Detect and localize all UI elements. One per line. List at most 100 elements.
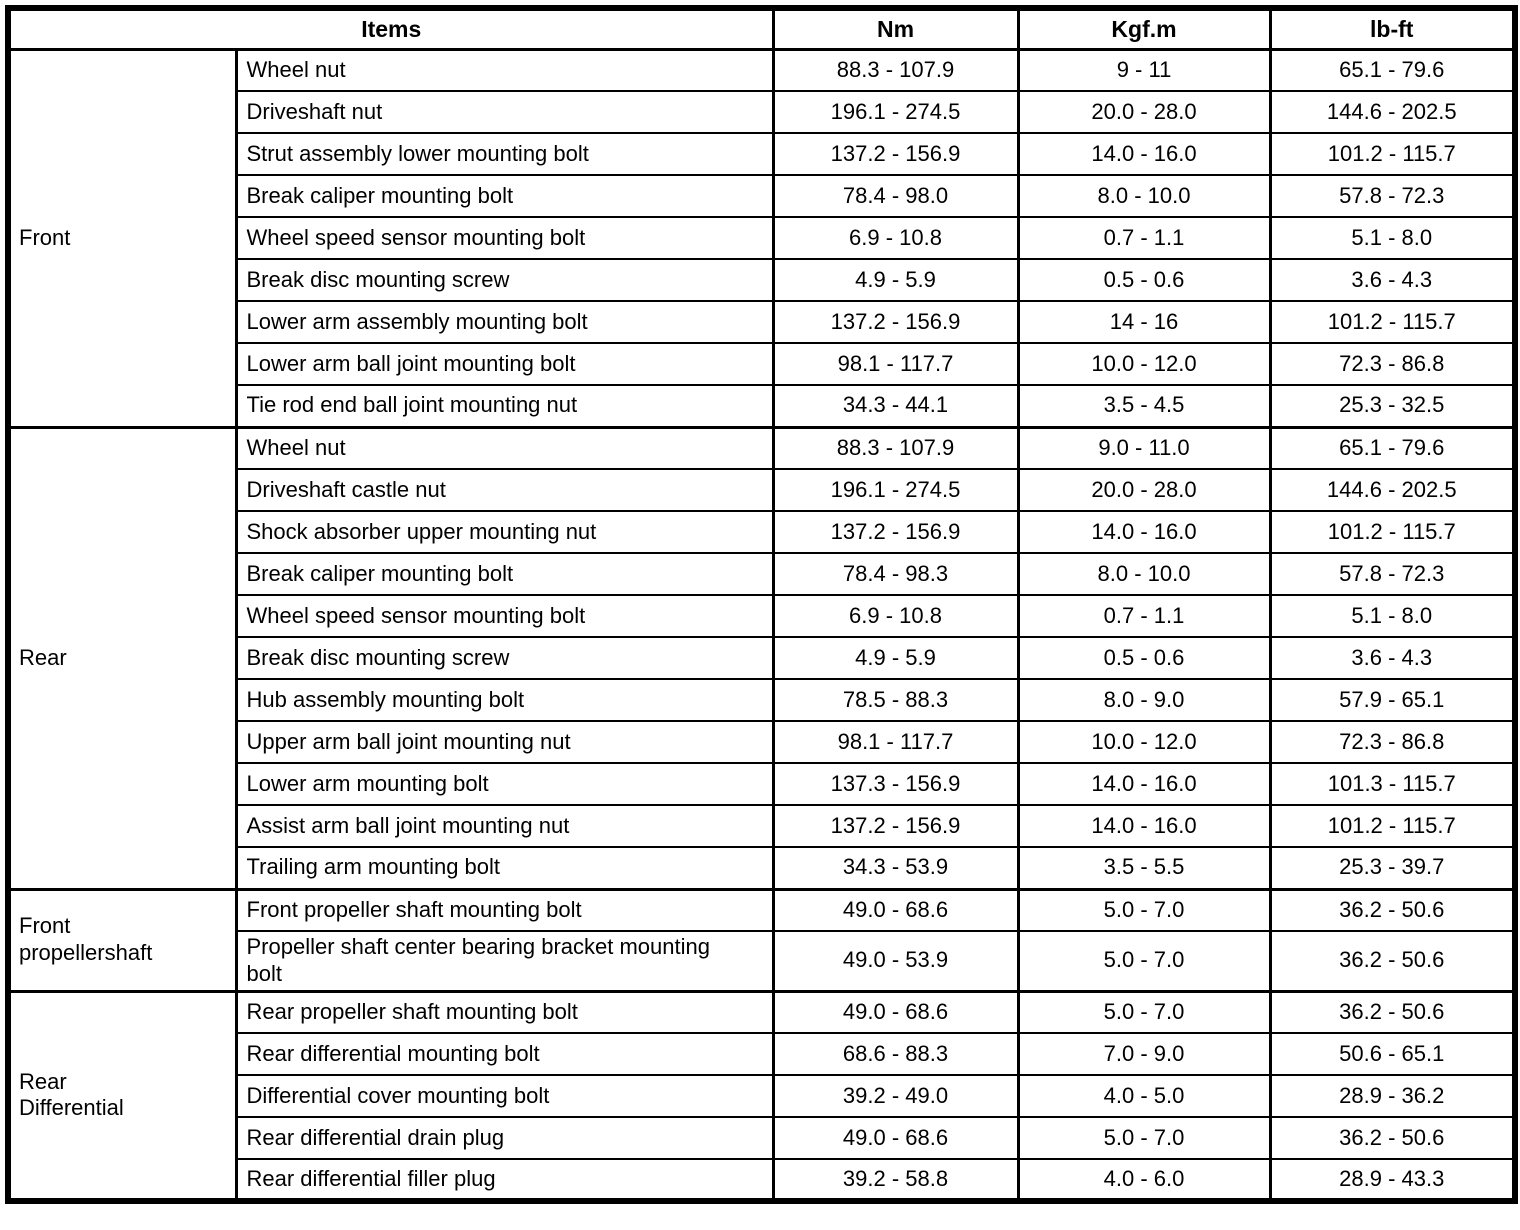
nm-value-cell: 34.3 - 53.9	[771, 846, 1020, 890]
table-row: Tie rod end ball joint mounting nut 34.3 …	[8, 384, 1517, 428]
table-row: Rear differential mounting bolt 68.6 - 88…	[8, 1032, 1517, 1077]
table-row: Break disc mounting screw 4.9 - 5.9 0.5 - …	[8, 258, 1517, 302]
kgfm-value-cell: 14.0 - 16.0	[1016, 510, 1272, 554]
lbft-value-cell: 36.2 - 50.6	[1268, 929, 1517, 993]
lbft-value-cell: 144.6 - 202.5	[1268, 468, 1517, 512]
lbft-value-cell: 3.6 - 4.3	[1268, 258, 1517, 302]
nm-value-cell: 4.9 - 5.9	[771, 258, 1020, 302]
kgfm-value-cell: 9 - 11	[1016, 47, 1272, 92]
kgfm-value-cell: 8.0 - 10.0	[1016, 552, 1272, 596]
table-row: Rear Wheel nut 88.3 - 107.9 9.0 - 11.0 65.1 …	[6, 425, 1517, 890]
nm-value-cell: 88.3 - 107.9	[771, 425, 1020, 470]
nm-value-cell: 39.2 - 49.0	[771, 1074, 1020, 1119]
lbft-value-cell: 144.6 - 202.5	[1268, 90, 1517, 134]
table-row: Differential cover mounting bolt 39.2 - 4…	[8, 1074, 1517, 1119]
table-row: Rear differential filler plug 39.2 - 58.8…	[8, 1158, 1517, 1203]
table-row: Wheel speed sensor mounting bolt 6.9 - 10…	[8, 216, 1517, 260]
lbft-value-cell: 36.2 - 50.6	[1268, 1116, 1517, 1161]
kgfm-value-cell: 0.7 - 1.1	[1016, 216, 1272, 260]
table-body: Front Wheel nut 88.3 - 107.9 9 - 11 65.1 - 7…	[6, 47, 1517, 1203]
kgfm-value-cell: 14 - 16	[1016, 300, 1272, 344]
item-name-cell: Rear propeller shaft mounting bolt	[234, 989, 775, 1035]
item-name-cell: Break caliper mounting bolt	[234, 552, 775, 596]
table-row: Rear differential drain plug 49.0 - 68.6 5…	[8, 1116, 1517, 1161]
kgfm-value-cell: 7.0 - 9.0	[1016, 1032, 1272, 1077]
nm-value-cell: 196.1 - 274.5	[771, 468, 1020, 512]
table-row: Driveshaft nut 196.1 - 274.5 20.0 - 28.0 14…	[8, 90, 1517, 134]
table-header: Items Nm Kgf.m lb-ft	[6, 7, 1517, 51]
lbft-value-cell: 5.1 - 8.0	[1268, 216, 1517, 260]
nm-value-cell: 49.0 - 68.6	[771, 887, 1020, 932]
kgfm-value-cell: 3.5 - 4.5	[1016, 384, 1272, 428]
table-row: Strut assembly lower mounting bolt 137.2 …	[8, 132, 1517, 176]
nm-value-cell: 49.0 - 53.9	[771, 929, 1020, 993]
kgfm-value-cell: 5.0 - 7.0	[1016, 929, 1272, 993]
item-name-cell: Break disc mounting screw	[234, 636, 775, 680]
lbft-value-cell: 57.8 - 72.3	[1268, 174, 1517, 218]
column-header-lbft: lb-ft	[1268, 7, 1517, 51]
item-name-cell: Trailing arm mounting bolt	[234, 846, 775, 890]
item-name-cell: Break disc mounting screw	[234, 258, 775, 302]
lbft-value-cell: 101.2 - 115.7	[1268, 300, 1517, 344]
table-row: Break caliper mounting bolt 78.4 - 98.3 8.…	[8, 552, 1517, 596]
kgfm-value-cell: 20.0 - 28.0	[1016, 90, 1272, 134]
nm-value-cell: 137.2 - 156.9	[771, 132, 1020, 176]
kgfm-value-cell: 14.0 - 16.0	[1016, 804, 1272, 848]
item-name-cell: Lower arm mounting bolt	[234, 762, 775, 806]
lbft-value-cell: 36.2 - 50.6	[1268, 887, 1517, 932]
nm-value-cell: 98.1 - 117.7	[771, 720, 1020, 764]
lbft-value-cell: 57.8 - 72.3	[1268, 552, 1517, 596]
lbft-value-cell: 65.1 - 79.6	[1268, 425, 1517, 470]
item-name-cell: Strut assembly lower mounting bolt	[234, 132, 775, 176]
kgfm-value-cell: 4.0 - 6.0	[1016, 1158, 1272, 1203]
nm-value-cell: 196.1 - 274.5	[771, 90, 1020, 134]
kgfm-value-cell: 20.0 - 28.0	[1016, 468, 1272, 512]
nm-value-cell: 6.9 - 10.8	[771, 216, 1020, 260]
item-name-cell: Wheel speed sensor mounting bolt	[234, 594, 775, 638]
table-row: Lower arm ball joint mounting bolt 98.1 -…	[8, 342, 1517, 386]
item-name-cell: Differential cover mounting bolt	[234, 1074, 775, 1119]
table-row: Break caliper mounting bolt 78.4 - 98.0 8.…	[8, 174, 1517, 218]
lbft-value-cell: 101.2 - 115.7	[1268, 804, 1517, 848]
item-name-cell: Lower arm assembly mounting bolt	[234, 300, 775, 344]
lbft-value-cell: 25.3 - 39.7	[1268, 846, 1517, 890]
kgfm-value-cell: 4.0 - 5.0	[1016, 1074, 1272, 1119]
nm-value-cell: 137.3 - 156.9	[771, 762, 1020, 806]
lbft-value-cell: 3.6 - 4.3	[1268, 636, 1517, 680]
nm-value-cell: 34.3 - 44.1	[771, 384, 1020, 428]
item-name-cell: Front propeller shaft mounting bolt	[234, 887, 775, 932]
nm-value-cell: 49.0 - 68.6	[771, 1116, 1020, 1161]
table-row: Upper arm ball joint mounting nut 98.1 - …	[8, 720, 1517, 764]
nm-value-cell: 39.2 - 58.8	[771, 1158, 1020, 1203]
nm-value-cell: 98.1 - 117.7	[771, 342, 1020, 386]
table-row: Shock absorber upper mounting nut 137.2 -…	[8, 510, 1517, 554]
kgfm-value-cell: 0.5 - 0.6	[1016, 258, 1272, 302]
group-label-rear: Rear	[6, 425, 238, 890]
kgfm-value-cell: 5.0 - 7.0	[1016, 989, 1272, 1035]
nm-value-cell: 49.0 - 68.6	[771, 989, 1020, 1035]
lbft-value-cell: 101.3 - 115.7	[1268, 762, 1517, 806]
table-row: Front propellershaft Front propeller shaf…	[6, 887, 1517, 993]
lbft-value-cell: 101.2 - 115.7	[1268, 510, 1517, 554]
nm-value-cell: 88.3 - 107.9	[771, 47, 1020, 92]
nm-value-cell: 137.2 - 156.9	[771, 300, 1020, 344]
table-row: Rear Differential Rear propeller shaft mo…	[6, 989, 1517, 1203]
nm-value-cell: 78.5 - 88.3	[771, 678, 1020, 722]
item-name-cell: Shock absorber upper mounting nut	[234, 510, 775, 554]
kgfm-value-cell: 14.0 - 16.0	[1016, 132, 1272, 176]
group-label-front-propellershaft: Front propellershaft	[6, 887, 238, 993]
item-name-cell: Wheel nut	[234, 47, 775, 92]
item-name-cell: Driveshaft castle nut	[234, 468, 775, 512]
table-row: Front Wheel nut 88.3 - 107.9 9 - 11 65.1 - 7…	[6, 47, 1517, 428]
item-name-cell: Wheel nut	[234, 425, 775, 470]
table-row: Assist arm ball joint mounting nut 137.2 …	[8, 804, 1517, 848]
lbft-value-cell: 72.3 - 86.8	[1268, 720, 1517, 764]
group-label-rear-differential: Rear Differential	[6, 989, 238, 1203]
table-row: Driveshaft castle nut 196.1 - 274.5 20.0 -…	[8, 468, 1517, 512]
header-row: Items Nm Kgf.m lb-ft	[6, 7, 1517, 51]
item-name-cell: Assist arm ball joint mounting nut	[234, 804, 775, 848]
kgfm-value-cell: 3.5 - 5.5	[1016, 846, 1272, 890]
lbft-value-cell: 5.1 - 8.0	[1268, 594, 1517, 638]
nm-value-cell: 4.9 - 5.9	[771, 636, 1020, 680]
column-header-items: Items	[6, 7, 775, 51]
